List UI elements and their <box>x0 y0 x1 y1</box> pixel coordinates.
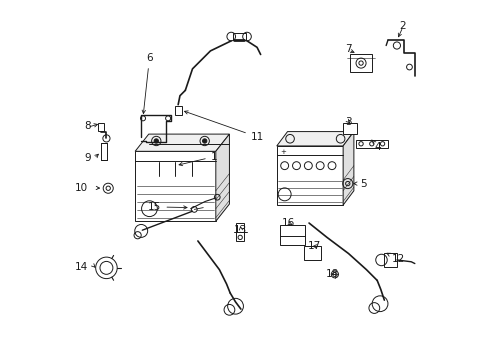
Text: 17: 17 <box>307 241 321 251</box>
Text: 10: 10 <box>75 183 88 193</box>
Text: 13: 13 <box>234 225 247 235</box>
Text: 12: 12 <box>386 253 404 264</box>
Polygon shape <box>276 146 343 205</box>
Bar <box>305 248 318 258</box>
Circle shape <box>191 207 197 212</box>
Bar <box>142 162 208 176</box>
Text: 14: 14 <box>75 262 88 272</box>
Text: 5: 5 <box>353 179 366 189</box>
Polygon shape <box>355 140 387 148</box>
Text: 4: 4 <box>371 140 381 152</box>
Text: 8: 8 <box>84 121 91 131</box>
Text: +: + <box>280 149 285 156</box>
Polygon shape <box>232 33 245 40</box>
Text: 6: 6 <box>142 53 152 113</box>
Polygon shape <box>303 246 320 260</box>
Polygon shape <box>135 151 215 221</box>
Bar <box>293 236 303 243</box>
Text: 1: 1 <box>179 152 217 166</box>
Text: 11: 11 <box>184 111 264 142</box>
Polygon shape <box>280 225 304 244</box>
Polygon shape <box>98 123 104 131</box>
Text: 7: 7 <box>345 44 351 54</box>
Text: 9: 9 <box>84 153 91 163</box>
Polygon shape <box>384 253 396 267</box>
Circle shape <box>154 139 158 143</box>
Circle shape <box>202 139 206 143</box>
Text: 15: 15 <box>148 202 186 212</box>
Text: 3: 3 <box>345 117 351 127</box>
Text: 18: 18 <box>325 269 339 279</box>
Bar <box>282 236 292 243</box>
Polygon shape <box>276 132 353 146</box>
Polygon shape <box>343 132 353 205</box>
Polygon shape <box>343 123 357 134</box>
Polygon shape <box>215 134 229 221</box>
Text: 2: 2 <box>399 21 406 31</box>
Polygon shape <box>101 143 106 160</box>
Text: 16: 16 <box>282 218 295 228</box>
Polygon shape <box>174 107 182 116</box>
Polygon shape <box>135 134 229 151</box>
Polygon shape <box>349 54 371 72</box>
Polygon shape <box>235 223 244 241</box>
